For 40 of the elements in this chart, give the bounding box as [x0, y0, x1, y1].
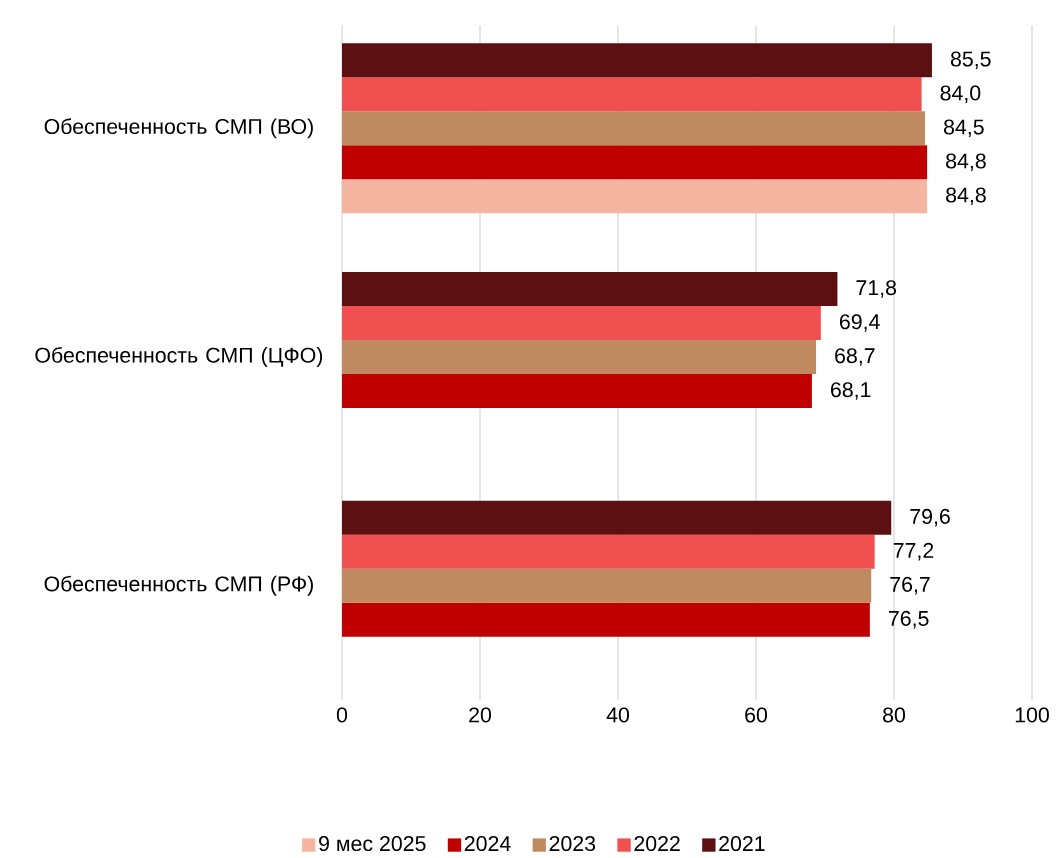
data-label: 85,5 — [950, 51, 991, 70]
bar — [342, 568, 872, 603]
bar — [342, 534, 875, 569]
bar — [342, 271, 838, 306]
bar — [342, 500, 892, 535]
y-tick-label: Обеспеченность СМП (ЦФО) — [35, 346, 323, 367]
bar — [342, 602, 870, 637]
bar — [342, 77, 922, 112]
legend-label: 2023 — [549, 836, 596, 852]
bar — [342, 111, 926, 146]
y-tick-label: Обеспеченность СМП (ВО) — [44, 118, 313, 139]
bar — [342, 373, 812, 408]
legend-label: 2021 — [719, 836, 765, 852]
x-tick-label: 0 — [336, 707, 348, 723]
data-label: 84,0 — [940, 85, 981, 104]
legend-label: 2022 — [634, 836, 680, 852]
data-label: 71,8 — [856, 280, 897, 298]
x-tick-label: 40 — [606, 707, 630, 723]
x-tick-label: 60 — [745, 707, 768, 723]
bar — [342, 339, 817, 374]
y-tick-label: Обеспеченность СМП (РФ) — [44, 575, 313, 596]
data-label: 84,5 — [944, 119, 984, 138]
data-label: 84,8 — [946, 187, 986, 206]
data-label: 77,2 — [893, 542, 934, 561]
data-label: 76,7 — [890, 576, 930, 595]
data-label: 84,8 — [946, 153, 986, 172]
data-label: 76,5 — [888, 610, 929, 629]
data-label: 68,7 — [835, 348, 875, 366]
bar — [342, 179, 928, 214]
bar — [342, 145, 928, 180]
data-label: 69,4 — [839, 314, 880, 332]
legend-label: 9 мес 2025 — [319, 836, 426, 852]
x-tick-label: 80 — [883, 707, 906, 723]
data-label: 68,1 — [831, 382, 871, 400]
bar — [342, 43, 932, 78]
legend-label: 2024 — [464, 836, 511, 852]
x-tick-label: 20 — [469, 707, 492, 723]
x-tick-label: 100 — [1015, 707, 1049, 723]
bar — [342, 305, 821, 340]
data-label: 79,6 — [910, 508, 950, 527]
